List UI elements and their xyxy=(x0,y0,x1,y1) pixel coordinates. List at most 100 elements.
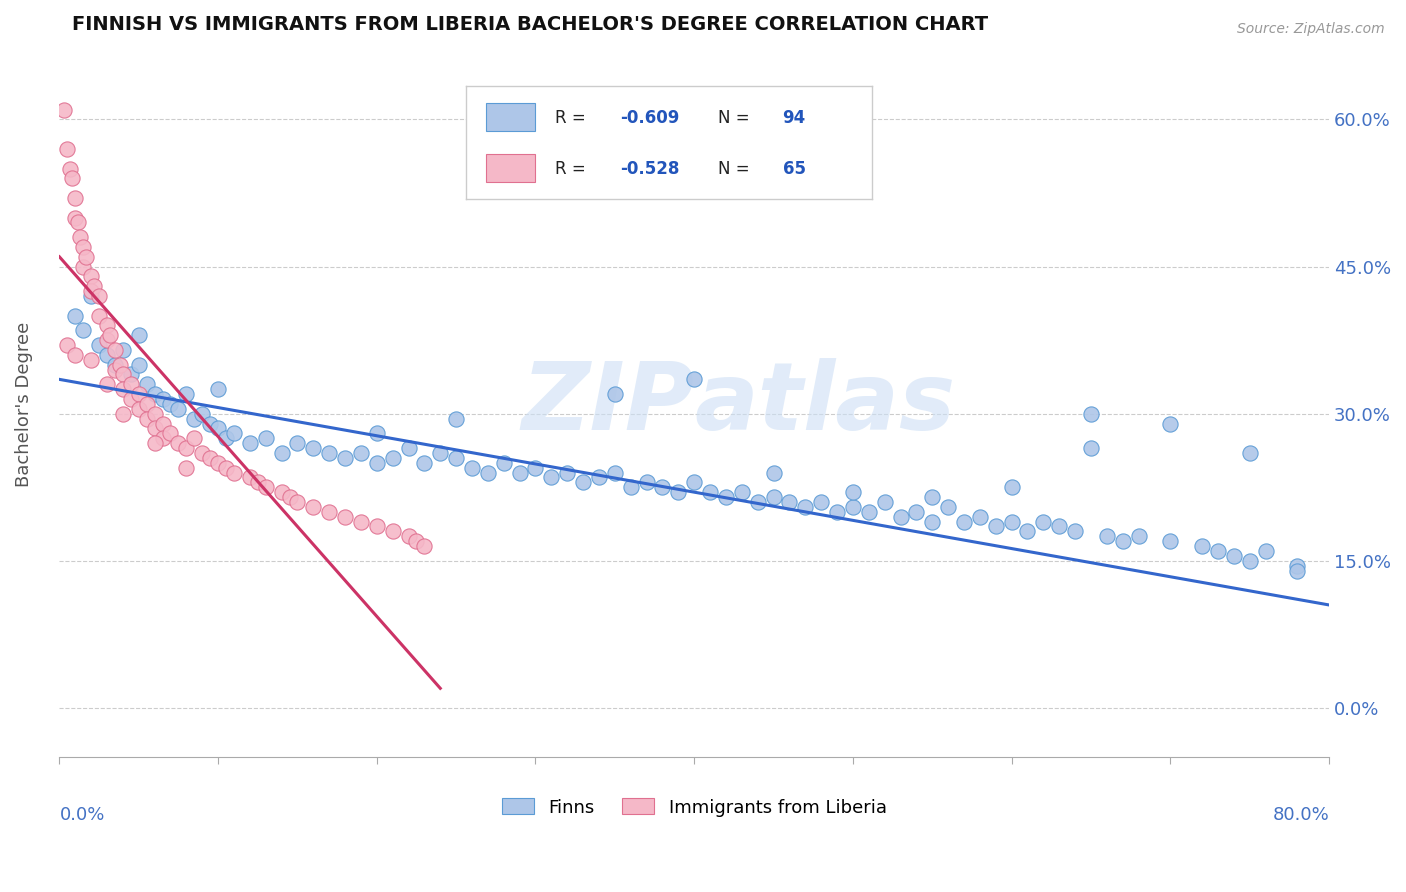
Point xyxy=(509,466,531,480)
Point xyxy=(762,490,785,504)
Point xyxy=(65,211,87,225)
Point xyxy=(108,358,131,372)
Point xyxy=(69,230,91,244)
Text: ZIP: ZIP xyxy=(522,358,695,450)
Point xyxy=(207,421,229,435)
Point xyxy=(239,470,262,484)
Point xyxy=(492,456,515,470)
Point xyxy=(873,495,896,509)
Point xyxy=(96,377,118,392)
Point xyxy=(444,411,467,425)
Point xyxy=(96,348,118,362)
Point xyxy=(215,431,238,445)
Point xyxy=(636,475,658,490)
Text: atlas: atlas xyxy=(695,358,956,450)
Point xyxy=(540,470,562,484)
Point xyxy=(318,505,340,519)
Point xyxy=(65,309,87,323)
Point xyxy=(683,372,706,386)
Point xyxy=(176,460,198,475)
Point xyxy=(1080,441,1102,455)
Point xyxy=(191,446,214,460)
Point xyxy=(56,142,79,156)
Point xyxy=(1254,544,1277,558)
Point xyxy=(651,480,673,494)
Point xyxy=(461,460,484,475)
Point xyxy=(572,475,595,490)
Point xyxy=(159,426,181,441)
Point xyxy=(176,387,198,401)
Point xyxy=(405,534,427,549)
Point xyxy=(429,446,451,460)
Point xyxy=(1047,519,1070,533)
Point xyxy=(104,358,127,372)
Point xyxy=(183,411,205,425)
Point xyxy=(810,495,832,509)
Point xyxy=(333,509,356,524)
Point xyxy=(135,411,157,425)
Point xyxy=(1159,417,1181,431)
Point xyxy=(120,392,142,406)
Point xyxy=(620,480,643,494)
Point xyxy=(72,240,94,254)
Point xyxy=(842,500,865,514)
Point xyxy=(72,323,94,337)
Point xyxy=(143,421,166,435)
Point xyxy=(207,382,229,396)
Text: FINNISH VS IMMIGRANTS FROM LIBERIA BACHELOR'S DEGREE CORRELATION CHART: FINNISH VS IMMIGRANTS FROM LIBERIA BACHE… xyxy=(72,15,988,34)
Point xyxy=(984,519,1007,533)
Point xyxy=(1112,534,1135,549)
Point xyxy=(183,431,205,445)
Legend: Finns, Immigrants from Liberia: Finns, Immigrants from Liberia xyxy=(492,789,896,826)
Point xyxy=(152,431,174,445)
Point xyxy=(120,368,142,382)
Point xyxy=(152,392,174,406)
Text: 80.0%: 80.0% xyxy=(1272,806,1329,824)
Point xyxy=(53,103,76,117)
Point xyxy=(59,161,82,176)
Point xyxy=(413,539,436,553)
Point xyxy=(96,333,118,347)
Point xyxy=(1017,524,1039,539)
Point xyxy=(111,368,134,382)
Point xyxy=(714,490,737,504)
Point xyxy=(80,289,103,303)
Point xyxy=(1080,407,1102,421)
Point xyxy=(1032,515,1054,529)
Point xyxy=(921,490,943,504)
Point xyxy=(366,456,388,470)
Point xyxy=(152,417,174,431)
Point xyxy=(825,505,848,519)
Point xyxy=(1064,524,1087,539)
Point xyxy=(80,269,103,284)
Point xyxy=(603,466,626,480)
Point xyxy=(65,348,87,362)
Point xyxy=(350,446,373,460)
Point xyxy=(143,387,166,401)
Point xyxy=(111,343,134,357)
Point xyxy=(477,466,499,480)
Point xyxy=(128,358,150,372)
Point xyxy=(1159,534,1181,549)
Point xyxy=(1000,515,1022,529)
Point xyxy=(254,480,277,494)
Point xyxy=(1286,558,1309,573)
Point xyxy=(254,431,277,445)
Point xyxy=(60,171,83,186)
Point xyxy=(683,475,706,490)
Point xyxy=(969,509,991,524)
Point xyxy=(666,485,689,500)
Point xyxy=(198,417,221,431)
Point xyxy=(87,338,110,352)
Point xyxy=(96,318,118,333)
Point xyxy=(1239,554,1261,568)
Point xyxy=(762,466,785,480)
Point xyxy=(905,505,928,519)
Point xyxy=(1000,480,1022,494)
Point xyxy=(778,495,800,509)
Point xyxy=(270,446,292,460)
Point xyxy=(143,436,166,450)
Point xyxy=(75,250,97,264)
Point xyxy=(302,441,325,455)
Point xyxy=(239,436,262,450)
